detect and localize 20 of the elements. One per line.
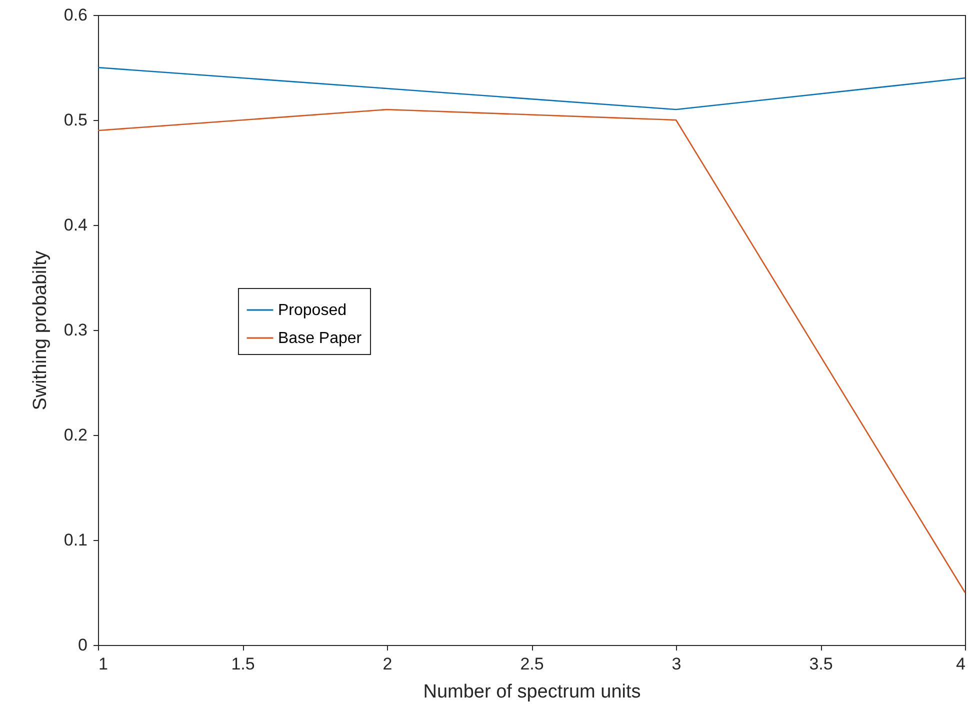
x-tick-label: 2.5 [520, 654, 544, 674]
x-tick-label: 3.5 [809, 654, 833, 674]
legend-label: Proposed [278, 302, 346, 319]
legend-label: Base Paper [278, 330, 362, 347]
y-tick-label: 0.6 [64, 6, 88, 24]
x-tick-label: 3 [672, 654, 682, 674]
x-tick-label: 1.5 [231, 654, 255, 674]
y-tick-label: 0.4 [64, 216, 88, 234]
y-tick-label: 0.2 [64, 426, 88, 444]
y-axis-title: Swithing probabilty [30, 250, 51, 410]
line-series [97, 66, 966, 110]
line-series [97, 108, 966, 594]
y-tick-label: 0.3 [64, 320, 88, 340]
y-tick-label: 0.1 [64, 530, 88, 550]
y-tick-label: 0.5 [64, 110, 88, 130]
x-tick-label: 1 [98, 654, 108, 674]
y-tick-label: 0 [78, 636, 88, 654]
x-tick-label: 4 [956, 654, 966, 674]
x-axis-title: Number of spectrum units [423, 682, 641, 702]
x-tick-label: 2 [382, 654, 392, 674]
